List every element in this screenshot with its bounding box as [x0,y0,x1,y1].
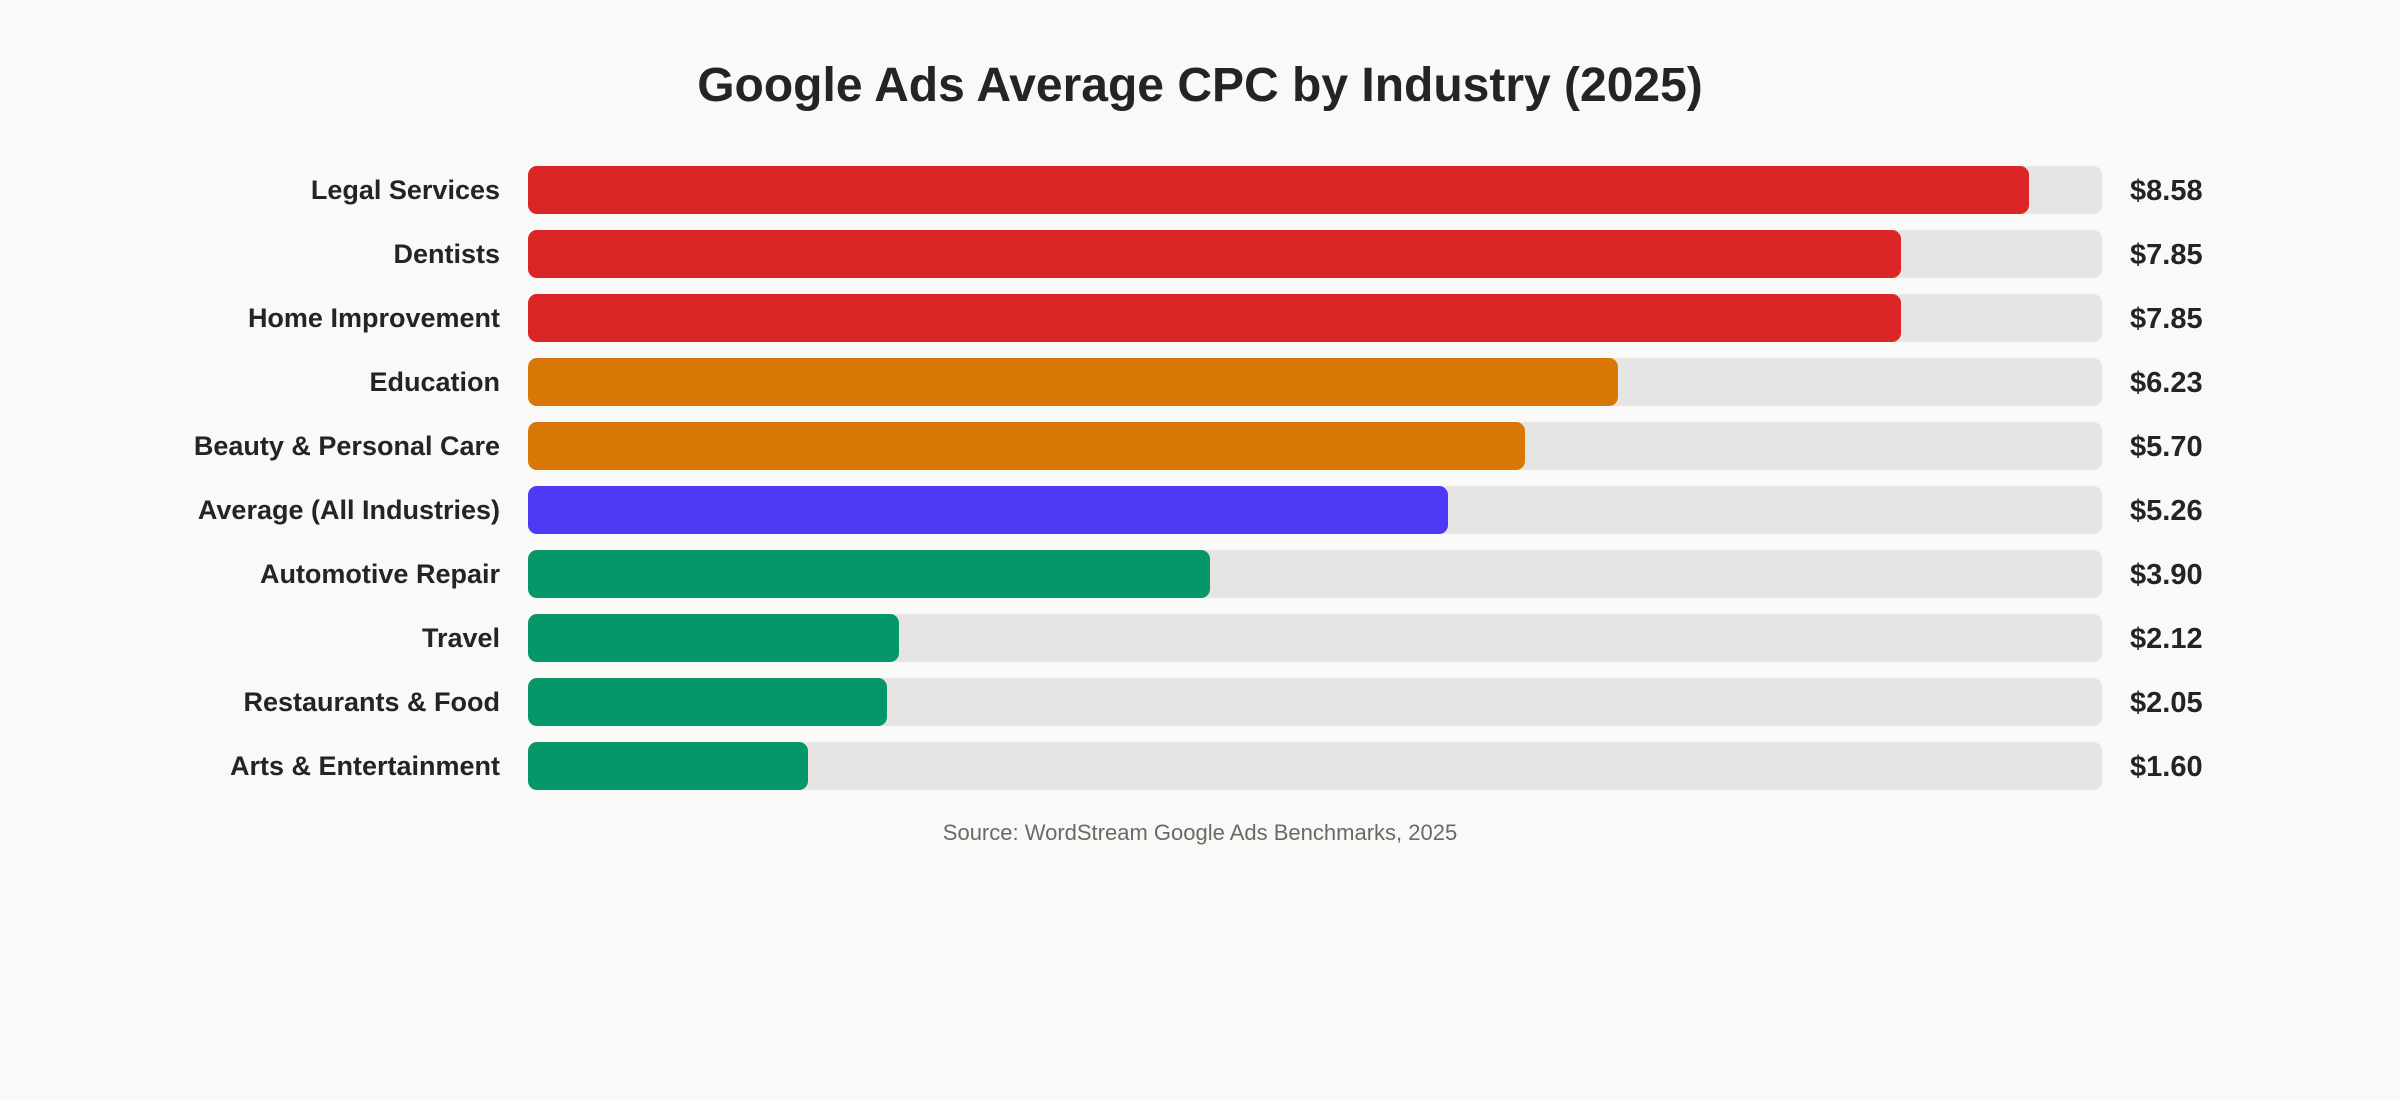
bar [528,678,887,726]
value-label: $7.85 [2130,303,2203,335]
source-note: Source: WordStream Google Ads Benchmarks… [942,820,1458,845]
value-label: $6.23 [2130,367,2203,399]
bar-track [528,294,2102,342]
bar-track [528,742,2102,790]
bar-row: Arts & Entertainment $1.60 [0,742,2400,790]
bar [528,742,808,790]
value-label: $5.70 [2130,431,2203,463]
bar-track [528,614,2102,662]
bar [528,230,1901,278]
category-label: Restaurants & Food [243,687,500,717]
bar-track [528,550,2102,598]
bar-track [528,230,2102,278]
bar [528,294,1901,342]
bar [528,358,1618,406]
bar-track [528,358,2102,406]
bar-row: Beauty & Personal Care $5.70 [0,422,2400,470]
bar-row: Average (All Industries) $5.26 [0,486,2400,534]
bar [528,486,1448,534]
category-label: Travel [421,623,500,653]
value-label: $8.58 [2130,175,2203,207]
bar [528,166,2029,214]
value-label: $2.05 [2130,687,2203,719]
bar [528,614,899,662]
bar-track [528,166,2102,214]
bar-row: Home Improvement $7.85 [0,294,2400,342]
category-label: Arts & Entertainment [229,751,500,781]
bar-row: Legal Services $8.58 [0,166,2400,214]
bar-row: Education $6.23 [0,358,2400,406]
category-label: Automotive Repair [259,559,500,589]
category-label: Average (All Industries) [197,495,500,525]
value-label: $2.12 [2130,623,2203,655]
bar-row: Dentists $7.85 [0,230,2400,278]
category-label: Education [369,367,500,397]
chart-title: Google Ads Average CPC by Industry (2025… [697,59,1703,112]
category-label: Legal Services [310,175,500,205]
value-label: $5.26 [2130,495,2203,527]
bar-track [528,678,2102,726]
bar [528,550,1211,598]
value-label: $3.90 [2130,559,2203,591]
bar-row: Restaurants & Food $2.05 [0,678,2400,726]
bar-track [528,422,2102,470]
category-label: Dentists [393,239,500,269]
bar [528,422,1525,470]
bar-row: Travel $2.12 [0,614,2400,662]
bar-row: Automotive Repair $3.90 [0,550,2400,598]
value-label: $1.60 [2130,751,2203,783]
category-label: Home Improvement [247,303,500,333]
bar-track [528,486,2102,534]
category-label: Beauty & Personal Care [193,431,500,461]
value-label: $7.85 [2130,239,2203,271]
